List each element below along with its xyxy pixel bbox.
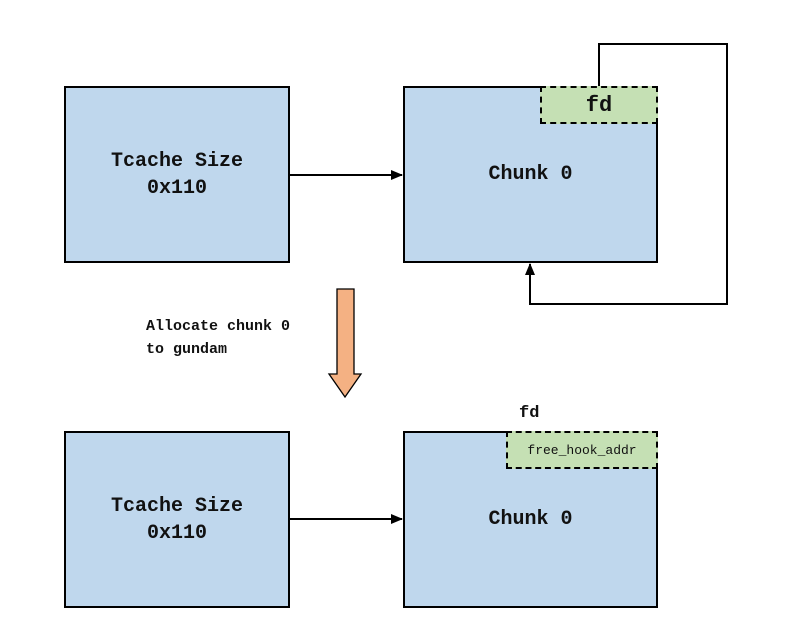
- top-chunk0-label: Chunk 0: [488, 163, 573, 186]
- bottom-fd-field: free_hook_addr: [506, 431, 658, 469]
- allocate-down-arrow: [327, 288, 363, 399]
- top-tcache-label: Tcache Size 0x110: [110, 149, 244, 200]
- fd-self-loop-arrow: [525, 43, 728, 305]
- bottom-fd-caption: fd: [519, 404, 540, 423]
- bottom-chunk0-label: Chunk 0: [488, 508, 573, 531]
- top-tcache-box: Tcache Size 0x110: [64, 86, 290, 263]
- bottom-fd-value: free_hook_addr: [527, 442, 637, 458]
- top-fd-label: fd: [585, 92, 613, 118]
- bottom-tcache-label: Tcache Size 0x110: [110, 494, 244, 545]
- allocate-caption: Allocate chunk 0 to gundam: [146, 318, 291, 358]
- bottom-tcache-box: Tcache Size 0x110: [64, 431, 290, 608]
- top-fd-field: fd: [540, 86, 658, 124]
